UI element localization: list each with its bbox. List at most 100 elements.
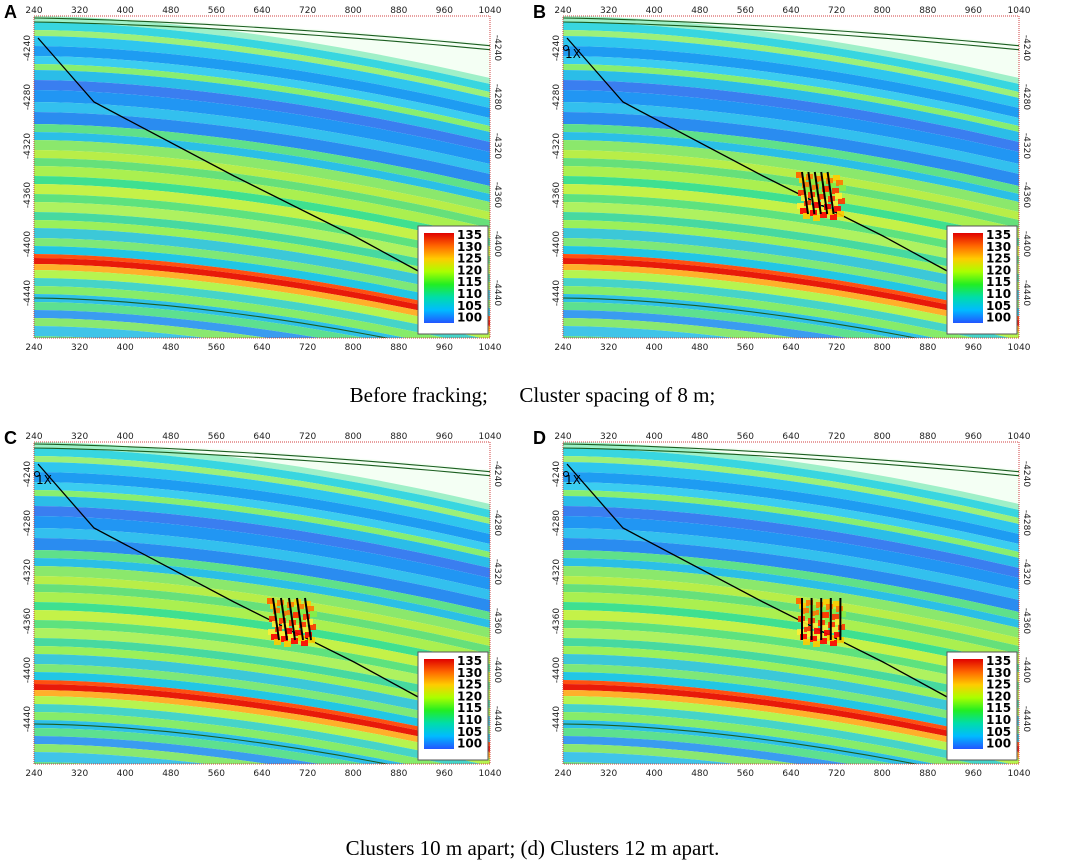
- seismic-band: [34, 752, 208, 764]
- stimulated-cell: [267, 598, 274, 604]
- seismic-band: [34, 744, 269, 764]
- x-tick-label-bottom: 480: [691, 769, 708, 779]
- fracture-line: [304, 597, 312, 641]
- stimulated-cell: [839, 611, 846, 617]
- stimulated-cell: [809, 179, 816, 185]
- seismic-band: [563, 326, 737, 338]
- x-tick-label-top: 240: [25, 432, 42, 442]
- stimulated-cell: [269, 616, 276, 622]
- y-tick-label-right: -4440: [1021, 706, 1031, 732]
- seismic-band: [563, 22, 1019, 92]
- seismic-band: [34, 318, 269, 338]
- panel-letter: D: [533, 428, 546, 448]
- seismic-band: [34, 472, 490, 544]
- x-tick-label-top: 400: [646, 6, 663, 16]
- seismic-band: [34, 102, 490, 174]
- x-tick-label-bottom: 240: [554, 343, 571, 353]
- x-tick-label-bottom: 800: [874, 343, 891, 353]
- y-tick-label-left: -4280: [552, 84, 562, 110]
- seismic-band: [34, 690, 490, 758]
- seismic-band: [34, 602, 490, 672]
- seismic-band: [563, 310, 849, 338]
- stimulated-cell: [811, 623, 818, 629]
- y-tick-label-right: -4280: [1021, 510, 1031, 536]
- y-tick-label-right: -4280: [492, 510, 502, 536]
- colorbar-label: 125: [986, 678, 1011, 692]
- stimulated-cell: [301, 640, 308, 646]
- y-tick-label-left: -4360: [552, 608, 562, 634]
- stimulated-cell: [823, 599, 830, 605]
- horizon-line: [563, 723, 919, 764]
- y-tick-label-right: -4240: [1021, 461, 1031, 487]
- x-tick-label-bottom: 880: [919, 769, 936, 779]
- seismic-band: [563, 490, 1019, 558]
- stimulated-cell: [309, 624, 316, 630]
- stimulated-cell: [821, 625, 828, 631]
- stimulated-zone: [796, 598, 846, 647]
- seismic-band: [34, 720, 407, 764]
- x-tick-label-bottom: 400: [646, 769, 663, 779]
- horizon-line: [34, 443, 490, 473]
- stimulated-cell: [834, 206, 841, 212]
- seismic-band: [563, 528, 1019, 600]
- stimulated-cell: [813, 215, 820, 221]
- well-name-label: 1X: [565, 473, 581, 487]
- stimulated-cell: [797, 203, 804, 209]
- seismic-band: [34, 150, 490, 220]
- seismic-band: [34, 620, 490, 690]
- stimulated-cell: [816, 176, 823, 182]
- horizon-line: [34, 723, 390, 764]
- seismic-band: [563, 246, 1019, 316]
- fracture-line: [280, 597, 288, 641]
- stimulated-cell: [829, 183, 836, 189]
- seismic-band: [563, 696, 1019, 764]
- seismic-band: [34, 516, 490, 590]
- stimulated-cell: [823, 173, 830, 179]
- y-tick-label-left: -4240: [552, 35, 562, 61]
- stimulated-cell: [272, 621, 279, 627]
- stimulated-cell: [813, 641, 820, 647]
- panel-b: B 1X 240 240 320 320 400 400 480 480 560 560 640 640…: [533, 2, 1059, 354]
- y-tick-label-left: -4360: [23, 608, 33, 634]
- stimulated-cell: [798, 190, 805, 196]
- top-blank-area: [563, 442, 1019, 470]
- y-tick-label-right: -4320: [1021, 559, 1031, 585]
- wellhead-marker: [563, 471, 569, 477]
- y-tick-label-right: -4320: [1021, 133, 1031, 159]
- seismic-band: [34, 228, 490, 300]
- seismic-band: [34, 56, 490, 126]
- colorbar-label: 120: [457, 263, 482, 277]
- seismic-band: [563, 684, 1019, 752]
- stimulated-cell: [304, 601, 311, 607]
- stimulated-cell: [816, 602, 823, 608]
- panel-letter: B: [533, 2, 546, 22]
- y-tick-label-right: -4400: [492, 231, 502, 257]
- seismic-band: [563, 176, 1019, 246]
- stimulated-cell: [831, 201, 838, 207]
- stimulated-cell: [300, 609, 307, 615]
- y-tick-label-left: -4400: [23, 657, 33, 683]
- seismic-band: [563, 258, 1019, 326]
- horizon-line: [34, 447, 490, 477]
- stimulated-cell: [273, 608, 280, 614]
- stimulated-cell: [290, 607, 297, 613]
- seismic-band: [34, 638, 490, 708]
- x-tick-label-top: 800: [345, 6, 362, 16]
- x-tick-label-bottom: 1040: [479, 343, 502, 353]
- seismic-band: [563, 462, 1019, 534]
- colorbar-label: 130: [457, 666, 482, 680]
- x-tick-label-top: 640: [253, 6, 270, 16]
- stimulated-cell: [812, 184, 819, 190]
- y-tick-label-left: -4280: [23, 510, 33, 536]
- seismic-band: [563, 80, 1019, 152]
- x-tick-label-bottom: 960: [965, 769, 982, 779]
- seismic-band: [34, 112, 490, 186]
- stimulated-cell: [825, 191, 832, 197]
- seismic-section-plot: 1X 240 240 320 320 400 400 480 480 560 560 640 640 72…: [552, 432, 1031, 779]
- seismic-section-plot: 1X 240 240 320 320 400 400 480 480 560 560 640 640 72…: [552, 6, 1031, 353]
- seismic-band: [563, 270, 1019, 338]
- y-tick-label-right: -4360: [1021, 608, 1031, 634]
- stimulated-cell: [829, 609, 836, 615]
- seismic-band: [563, 472, 1019, 544]
- stimulated-cell: [837, 211, 844, 217]
